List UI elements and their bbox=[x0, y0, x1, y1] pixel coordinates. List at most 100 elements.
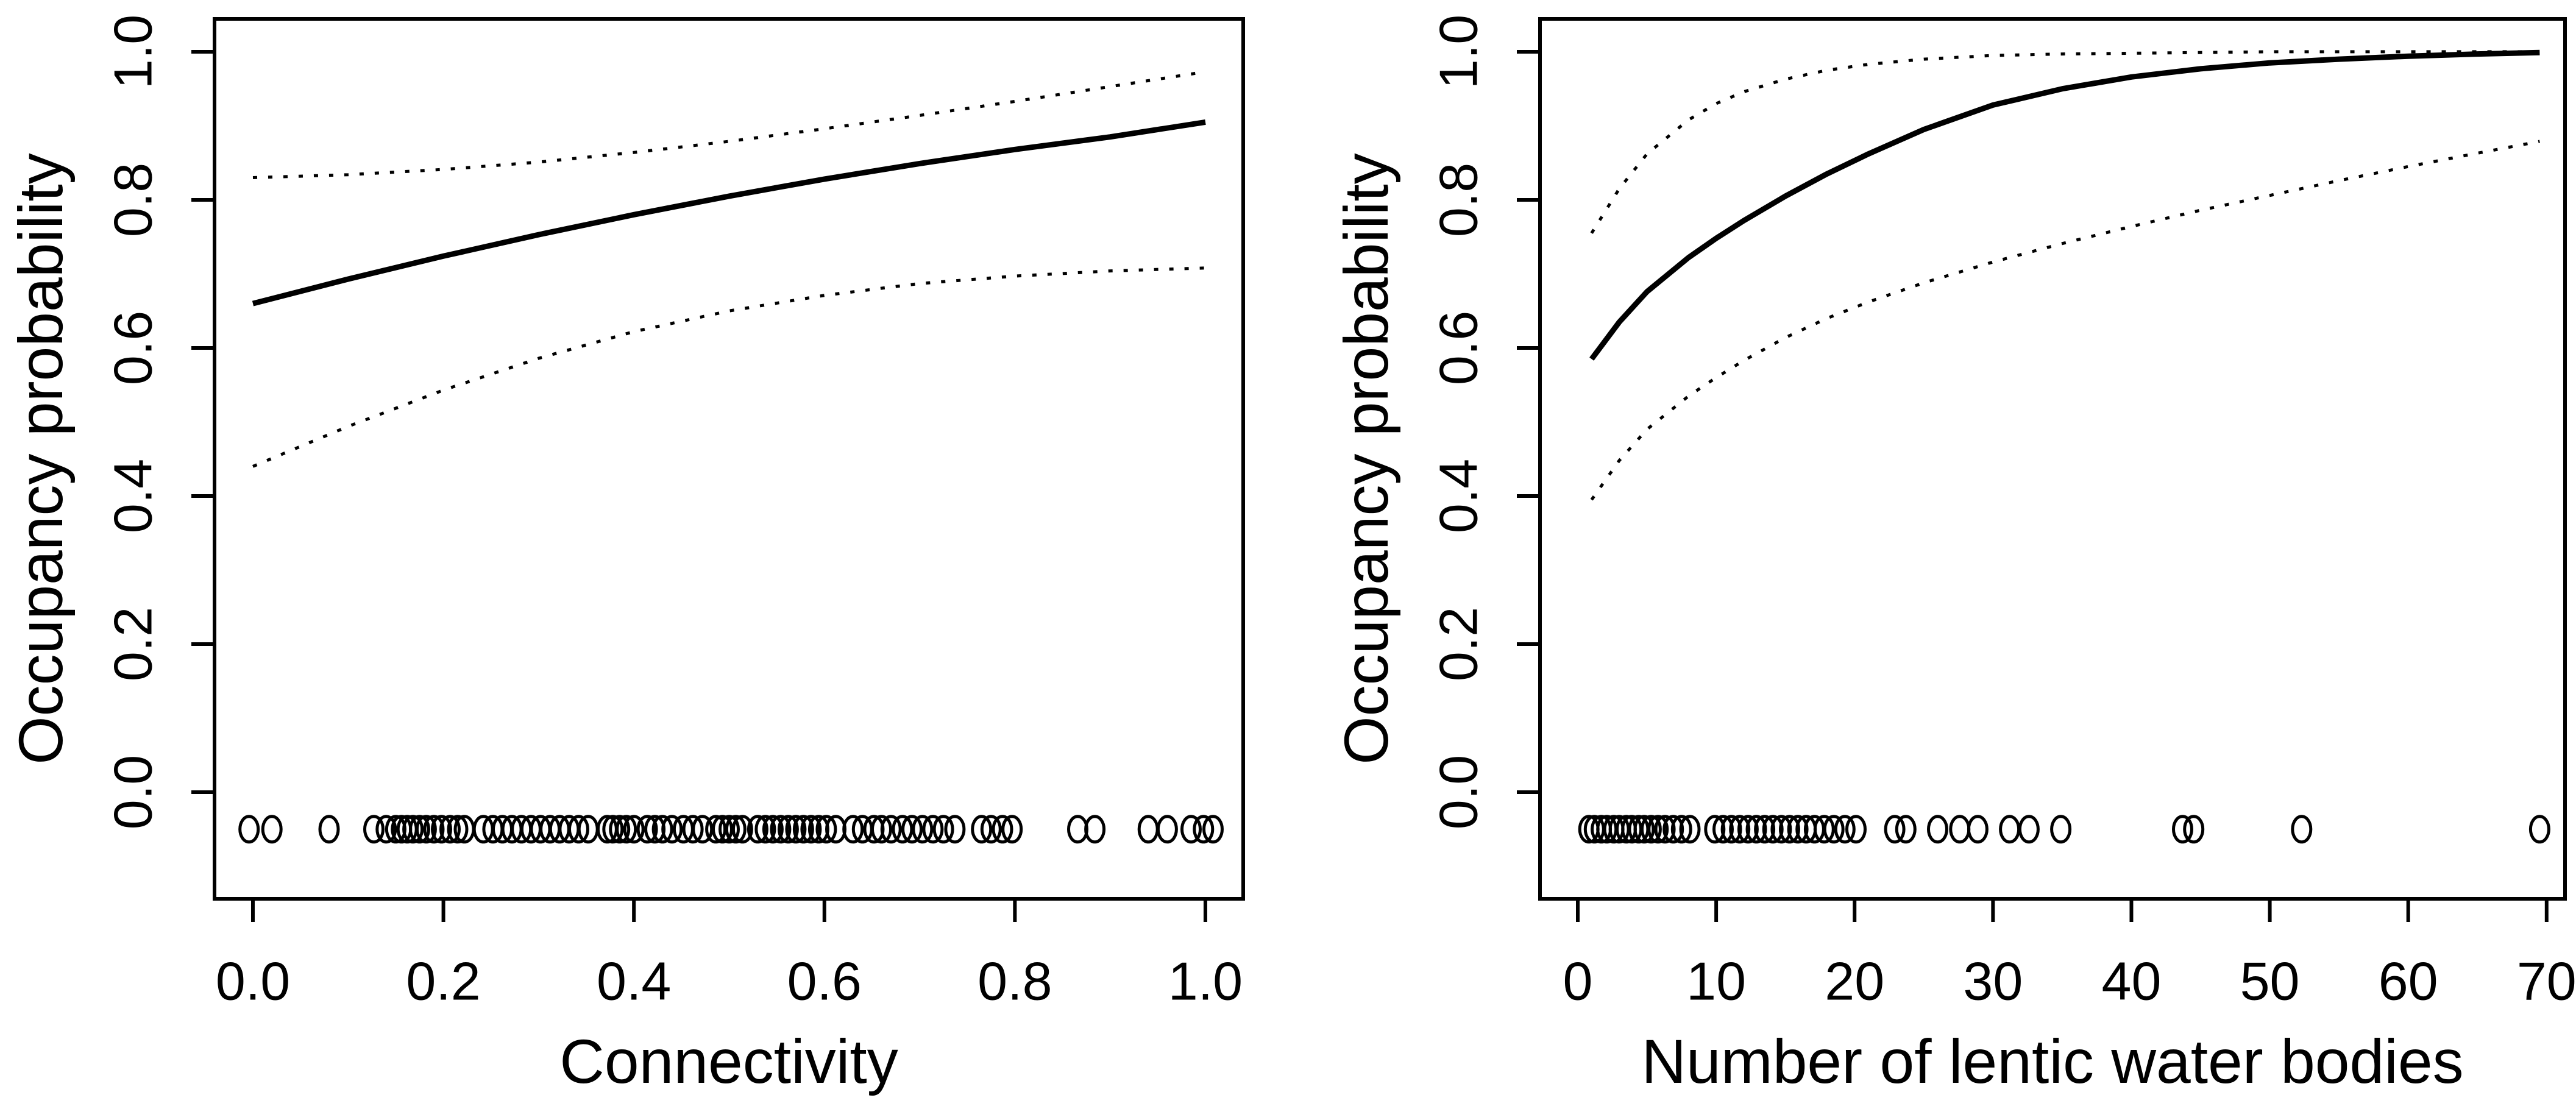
y-tick-label: 1.0 bbox=[1428, 15, 1489, 89]
observed-sites-point bbox=[747, 815, 768, 844]
x-axis-title: Connectivity bbox=[559, 1027, 898, 1096]
observed-sites-point bbox=[1156, 815, 1178, 844]
x-tick-label: 1.0 bbox=[1168, 951, 1243, 1012]
observed-sites-point bbox=[1729, 815, 1751, 844]
observed-sites-point bbox=[636, 815, 658, 844]
observed-sites-point bbox=[423, 815, 445, 844]
y-tick-label: 0.6 bbox=[1428, 311, 1489, 385]
y-tick-label: 0.2 bbox=[1428, 607, 1489, 681]
observed-sites-point bbox=[2528, 815, 2550, 844]
observed-sites-point bbox=[944, 815, 966, 844]
observed-sites-point bbox=[1001, 815, 1023, 844]
observed-sites-point bbox=[692, 815, 714, 844]
observed-sites-point bbox=[2172, 815, 2193, 844]
x-axis-title: Number of lentic water bodies bbox=[1641, 1027, 2463, 1096]
observed-sites-point bbox=[238, 815, 260, 844]
y-axis-title: Occupancy probability bbox=[1332, 153, 1401, 765]
observed-sites-point bbox=[901, 815, 923, 844]
observed-sites-point bbox=[1754, 815, 1776, 844]
observed-sites-point bbox=[1834, 815, 1856, 844]
lower-95ci-line bbox=[252, 266, 1206, 468]
observed-sites-point bbox=[623, 815, 645, 844]
observed-sites-point bbox=[409, 815, 430, 844]
observed-sites-point bbox=[792, 815, 814, 844]
observed-sites-point bbox=[871, 815, 892, 844]
observed-sites-point bbox=[1745, 815, 1767, 844]
panel-lentic-water-bodies: 0 10 20 30 40 50 60 70 0.0 0.2 0.4 0.6 0.8 1.0 Number … bbox=[1332, 15, 2576, 1096]
observed-sites-point bbox=[1770, 815, 1792, 844]
observed-sites-point bbox=[661, 815, 683, 844]
upper-95ci-line bbox=[252, 70, 1206, 179]
y-tick-label: 0.6 bbox=[103, 311, 163, 385]
mean-occupancy-line bbox=[1589, 49, 2540, 361]
observed-sites-point bbox=[415, 815, 437, 844]
x-tick-label: 0.6 bbox=[787, 951, 862, 1012]
observed-sites-point bbox=[1737, 815, 1759, 844]
x-tick-label: 20 bbox=[1825, 951, 1884, 1012]
observed-sites-point bbox=[815, 815, 837, 844]
x-tick-label: 0.8 bbox=[978, 951, 1052, 1012]
observed-sites-point bbox=[719, 815, 740, 844]
y-tick-label: 0.0 bbox=[1428, 755, 1489, 829]
x-tick-label: 0.0 bbox=[216, 951, 290, 1012]
observed-sites-point bbox=[431, 815, 452, 844]
observed-sites-point bbox=[992, 815, 1013, 844]
observed-sites-point bbox=[616, 815, 637, 844]
observed-sites-point bbox=[375, 815, 397, 844]
x-tick-label: 0 bbox=[1563, 951, 1593, 1012]
y-tick-label: 0.0 bbox=[103, 755, 163, 829]
observed-sites-point bbox=[1720, 815, 1742, 844]
plot-box bbox=[213, 17, 1245, 901]
observed-sites-point bbox=[1949, 815, 1971, 844]
observed-sites-point bbox=[1813, 815, 1835, 844]
x-tick-label: 10 bbox=[1686, 951, 1746, 1012]
observed-sites-point bbox=[880, 815, 902, 844]
observed-sites-point bbox=[712, 815, 733, 844]
observed-sites-point bbox=[1084, 815, 1106, 844]
observed-sites-point bbox=[1137, 815, 1159, 844]
observed-sites-point bbox=[912, 815, 934, 844]
observed-sites-point bbox=[1193, 815, 1215, 844]
x-tick-label: 50 bbox=[2240, 951, 2300, 1012]
panel-connectivity: 0.0 0.2 0.4 0.6 0.8 1.0 0.0 0.2 0.4 0.6 0.8 1.0 Conn… bbox=[6, 15, 1245, 1096]
y-tick-label: 0.4 bbox=[103, 459, 163, 533]
observed-sites-point bbox=[777, 815, 799, 844]
observed-sites-point bbox=[1895, 815, 1917, 844]
observed-sites-point bbox=[2018, 815, 2040, 844]
observed-sites-point bbox=[651, 815, 673, 844]
y-axis-title: Occupancy probability bbox=[6, 153, 76, 765]
observed-sites-point bbox=[1654, 815, 1676, 844]
observed-sites-point bbox=[1180, 815, 1202, 844]
observed-sites-point bbox=[261, 815, 283, 844]
observed-sites-point bbox=[1712, 815, 1734, 844]
observed-sites-point bbox=[932, 815, 954, 844]
observed-sites-point bbox=[705, 815, 727, 844]
x-tick-label: 40 bbox=[2102, 951, 2162, 1012]
observed-sites-point bbox=[980, 815, 1002, 844]
observed-sites-point bbox=[1967, 815, 1989, 844]
y-tick-label: 0.8 bbox=[103, 163, 163, 237]
observed-sites-point bbox=[1999, 815, 2021, 844]
observed-sites-point bbox=[785, 815, 807, 844]
observed-sites-point bbox=[568, 815, 589, 844]
y-tick-label: 0.4 bbox=[1428, 459, 1489, 533]
observed-sites-point bbox=[842, 815, 864, 844]
observed-sites-point bbox=[762, 815, 784, 844]
plot-box bbox=[1538, 17, 2567, 901]
observed-sites-point bbox=[2050, 815, 2072, 844]
observed-sites-point bbox=[1670, 815, 1692, 844]
observed-sites-point bbox=[800, 815, 822, 844]
observed-sites-point bbox=[447, 815, 469, 844]
observed-sites-point bbox=[1633, 815, 1655, 844]
observed-sites-point bbox=[1067, 815, 1088, 844]
observed-sites-point bbox=[1823, 815, 1845, 844]
observed-sites-point bbox=[1202, 815, 1224, 844]
observed-sites-point bbox=[1662, 815, 1684, 844]
observed-sites-point bbox=[602, 815, 624, 844]
observed-sites-point bbox=[2183, 815, 2205, 844]
observed-sites-point bbox=[402, 815, 424, 844]
x-tick-label: 0.2 bbox=[406, 951, 480, 1012]
observed-sites-point bbox=[754, 815, 776, 844]
observed-sites-point bbox=[1845, 815, 1867, 844]
upper-95ci-line bbox=[1590, 50, 2540, 234]
